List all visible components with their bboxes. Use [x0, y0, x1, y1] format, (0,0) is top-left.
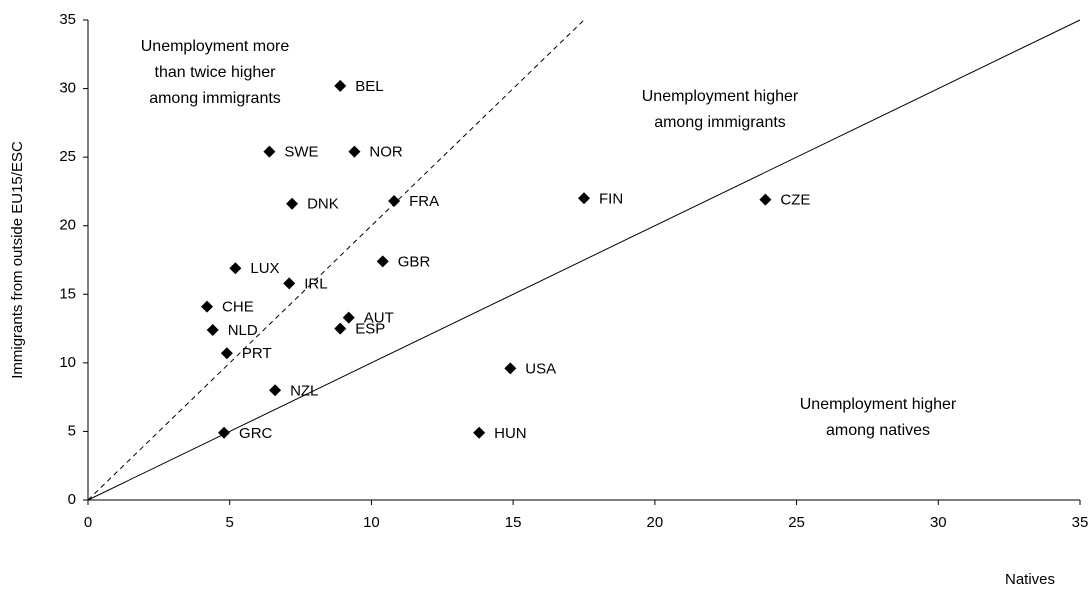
point	[283, 277, 296, 290]
reference-line	[87, 19, 1081, 501]
point-label: DNK	[307, 196, 339, 213]
point-label: IRL	[304, 275, 327, 292]
point	[759, 193, 772, 206]
point	[286, 197, 299, 210]
annotation: among immigrants	[654, 114, 786, 131]
point-label: HUN	[494, 425, 527, 442]
point-label: BEL	[355, 78, 383, 95]
point	[388, 195, 401, 208]
y-tick-label: 30	[59, 80, 76, 97]
y-tick-label: 35	[59, 11, 76, 28]
point-label: USA	[525, 360, 556, 377]
point-label: LUX	[250, 260, 279, 277]
reference-line	[87, 19, 585, 501]
annotation: Unemployment more	[141, 38, 290, 55]
point-label: NLD	[228, 322, 258, 339]
point	[220, 347, 233, 360]
y-tick-label: 15	[59, 285, 76, 302]
x-tick-label: 35	[1072, 514, 1089, 531]
x-axis-label: Natives	[1005, 571, 1055, 588]
y-tick-label: 0	[68, 491, 76, 508]
point	[269, 384, 282, 397]
annotation: among immigrants	[149, 90, 281, 107]
point	[218, 426, 231, 439]
point	[334, 79, 347, 92]
point	[201, 300, 214, 313]
y-tick-label: 5	[68, 422, 76, 439]
point-label: NOR	[369, 144, 403, 161]
point-label: PRT	[242, 345, 272, 362]
point-label: CZE	[780, 192, 810, 209]
y-axis-label: Immigrants from outside EU15/ESC	[9, 141, 26, 379]
point-label: NZL	[290, 382, 318, 399]
x-tick-label: 20	[647, 514, 664, 531]
point	[578, 192, 590, 205]
annotation: than twice higher	[155, 64, 277, 81]
point	[376, 255, 389, 268]
x-tick-label: 15	[505, 514, 522, 531]
point	[342, 311, 355, 324]
point-label: GBR	[398, 253, 431, 270]
x-tick-label: 25	[788, 514, 805, 531]
point	[504, 362, 517, 375]
y-tick-label: 25	[59, 148, 76, 165]
point-label: FRA	[409, 193, 439, 210]
point	[473, 426, 486, 439]
point-label: SWE	[284, 144, 318, 161]
point-label: CHE	[222, 299, 254, 316]
annotation: among natives	[826, 422, 930, 439]
point-label: GRC	[239, 425, 273, 442]
point-label: FIN	[599, 190, 623, 207]
x-tick-label: 30	[930, 514, 947, 531]
point-label: AUT	[364, 310, 394, 327]
annotation: Unemployment higher	[800, 396, 957, 413]
point	[348, 145, 361, 158]
x-tick-label: 10	[363, 514, 380, 531]
point-label: ESP	[355, 321, 385, 338]
point	[263, 145, 276, 158]
x-tick-label: 0	[84, 514, 92, 531]
y-tick-label: 10	[59, 354, 76, 371]
point	[229, 262, 242, 275]
annotation: Unemployment higher	[642, 88, 799, 105]
y-tick-label: 20	[59, 217, 76, 234]
point	[206, 323, 219, 336]
x-tick-label: 5	[226, 514, 234, 531]
point	[334, 322, 347, 335]
